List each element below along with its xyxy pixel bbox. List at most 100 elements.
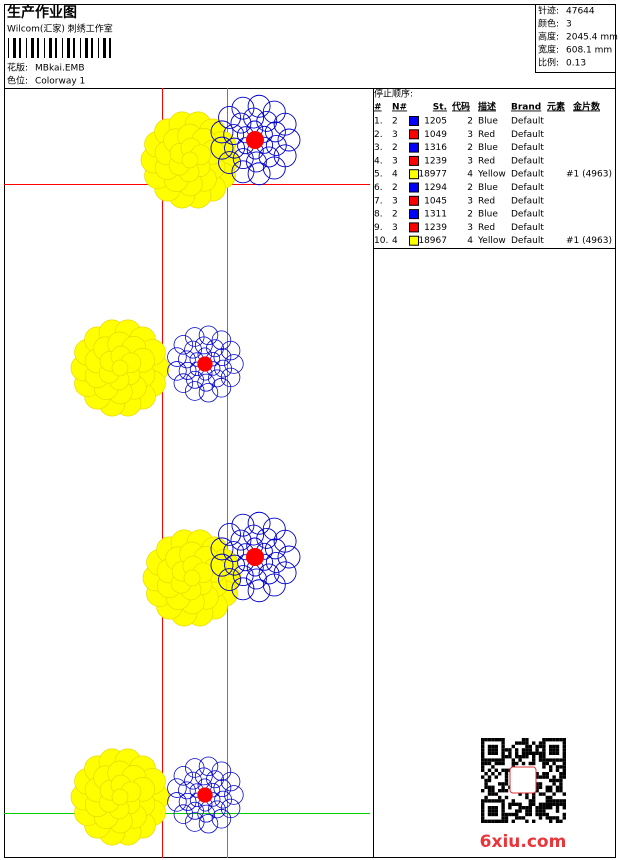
qr-module — [532, 751, 536, 755]
qr-module — [481, 775, 485, 779]
qr-module — [481, 765, 485, 769]
qr-module — [508, 748, 512, 752]
qr-module — [525, 812, 529, 817]
qr-module — [487, 761, 492, 766]
qr-module — [535, 789, 539, 793]
color-swatch — [409, 182, 419, 193]
subtitle: Wilcom(汇家) 刺绣工作室 — [7, 23, 113, 35]
qr-module — [484, 778, 488, 783]
row-index: 3. — [374, 143, 383, 153]
qr-module — [542, 802, 546, 806]
qr-module — [521, 816, 526, 820]
table-title: 停止顺序: — [374, 88, 413, 100]
brand: Default — [511, 117, 544, 127]
qr-module — [494, 758, 498, 762]
qr-module — [491, 812, 495, 817]
qr-module — [562, 751, 566, 755]
qr-module — [549, 789, 553, 793]
qr-module — [535, 806, 539, 810]
qr-module — [487, 748, 492, 752]
info-value: 2045.4 mm — [566, 33, 618, 43]
qr-module — [501, 761, 505, 766]
bar — [31, 38, 34, 58]
qr-module — [501, 738, 505, 742]
qr-module — [481, 748, 485, 752]
info-value: 0.13 — [566, 59, 586, 69]
stitches: 1205 — [424, 117, 447, 127]
qr-module — [494, 748, 498, 752]
bar — [73, 38, 75, 58]
qr-module — [552, 802, 556, 806]
qr-module — [525, 809, 529, 813]
qr-module — [562, 744, 566, 749]
qr-module — [521, 748, 526, 752]
qr-module — [525, 795, 529, 800]
qr-module — [525, 738, 529, 742]
qr-module — [511, 758, 515, 762]
qr-module — [521, 806, 526, 810]
brand: Default — [511, 236, 544, 246]
code: 2 — [467, 117, 473, 127]
row-index: 6. — [374, 183, 383, 193]
qr-module — [545, 772, 549, 776]
qr-module — [559, 785, 563, 789]
qr-module — [518, 755, 522, 759]
color-swatch — [409, 129, 419, 140]
qr-module — [559, 789, 563, 793]
description: Red — [478, 156, 495, 166]
color-swatch — [409, 116, 419, 126]
color-swatch — [409, 195, 419, 206]
qr-module — [501, 748, 505, 752]
needle: 2 — [392, 183, 398, 193]
qr-module — [481, 799, 485, 803]
stitches: 1049 — [424, 130, 447, 140]
needle: 3 — [392, 223, 398, 233]
qr-module — [538, 741, 543, 745]
qr-module — [484, 819, 488, 823]
qr-module — [504, 778, 509, 783]
qr-module — [552, 758, 556, 762]
row-index: 7. — [374, 196, 383, 206]
qr-module — [532, 819, 536, 823]
qr-module — [542, 772, 546, 776]
bar — [109, 38, 111, 58]
qr-module — [487, 768, 492, 772]
qr-module — [555, 819, 560, 823]
qr-module — [504, 816, 509, 820]
qr-module — [538, 785, 543, 789]
bar — [8, 38, 9, 58]
qr-module — [487, 819, 492, 823]
qr-module — [545, 816, 549, 820]
qr-module — [525, 748, 529, 752]
code: 2 — [467, 210, 473, 220]
needle: 3 — [392, 130, 398, 140]
qr-module — [549, 768, 553, 772]
qr-module — [562, 775, 566, 779]
needle: 3 — [392, 156, 398, 166]
qr-module — [525, 819, 529, 823]
qr-module — [494, 751, 498, 755]
needle: 3 — [392, 196, 398, 206]
qr-module — [504, 772, 509, 776]
qr-module — [552, 799, 556, 803]
qr-module — [528, 744, 532, 749]
qr-module — [481, 744, 485, 749]
qr-module — [504, 755, 509, 759]
qr-module — [542, 792, 546, 796]
design: MBkai.EMB — [35, 64, 85, 74]
qr-module — [545, 738, 549, 742]
qr-module — [484, 785, 488, 789]
qr-module — [538, 792, 543, 796]
code: 4 — [467, 236, 473, 246]
qr-module — [508, 802, 512, 806]
qr-module — [535, 775, 539, 779]
qr-module — [549, 785, 553, 789]
needle: 2 — [392, 117, 398, 127]
description: Red — [478, 223, 495, 233]
qr-module — [562, 792, 566, 796]
qr-module — [532, 802, 536, 806]
qr-module — [481, 816, 485, 820]
qr-module — [481, 768, 485, 772]
qr-module — [552, 744, 556, 749]
qr-module — [518, 802, 522, 806]
